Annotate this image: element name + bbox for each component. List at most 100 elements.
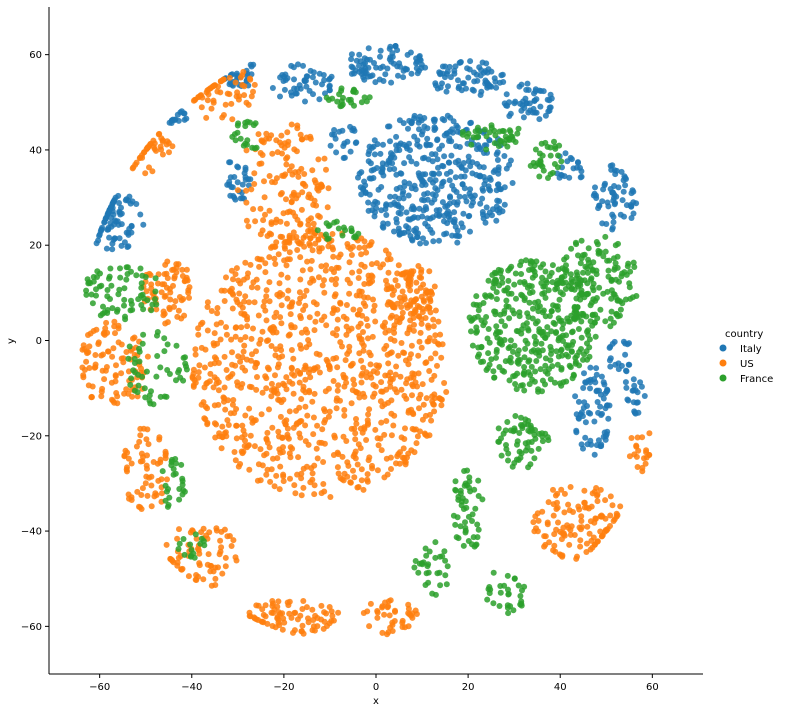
data-point xyxy=(356,51,363,58)
data-point xyxy=(279,435,286,441)
data-point xyxy=(545,175,551,181)
data-point xyxy=(595,409,602,416)
data-point xyxy=(341,412,348,419)
data-point xyxy=(166,149,172,156)
data-point xyxy=(297,295,304,302)
data-point xyxy=(544,370,551,377)
data-point xyxy=(568,245,575,252)
data-point xyxy=(261,194,268,201)
data-point xyxy=(550,319,557,326)
data-point xyxy=(286,331,293,338)
data-point xyxy=(504,419,511,425)
data-point xyxy=(582,419,589,426)
data-point xyxy=(310,69,317,76)
data-point xyxy=(619,197,626,204)
data-point xyxy=(639,464,646,471)
data-point xyxy=(610,518,617,524)
data-point xyxy=(499,274,506,281)
data-point xyxy=(311,390,318,397)
data-point xyxy=(251,181,258,187)
data-point xyxy=(531,98,538,104)
data-point xyxy=(405,228,412,235)
data-point xyxy=(139,485,146,492)
axes xyxy=(48,7,703,675)
data-point xyxy=(483,146,490,153)
data-point xyxy=(605,415,612,422)
data-point xyxy=(196,560,203,567)
data-point xyxy=(248,186,255,193)
data-point xyxy=(281,619,288,626)
data-point xyxy=(291,76,297,83)
data-point xyxy=(428,199,435,206)
data-point xyxy=(123,276,130,283)
data-point xyxy=(248,384,255,391)
data-point xyxy=(98,352,105,359)
data-point xyxy=(228,100,235,107)
data-point xyxy=(318,490,325,497)
data-point xyxy=(580,269,586,276)
data-point xyxy=(473,293,480,300)
data-point xyxy=(455,85,462,92)
data-point xyxy=(137,432,144,439)
data-point xyxy=(179,565,186,572)
data-point xyxy=(161,335,168,342)
data-point xyxy=(269,179,275,185)
data-point xyxy=(417,428,423,435)
data-point xyxy=(334,395,340,402)
data-point xyxy=(454,124,461,131)
data-point xyxy=(511,575,518,582)
data-point xyxy=(496,340,503,346)
data-point xyxy=(319,426,326,433)
data-point xyxy=(514,351,521,358)
data-point xyxy=(411,214,418,221)
data-point xyxy=(566,318,573,325)
data-point xyxy=(624,263,631,270)
data-point xyxy=(539,152,546,159)
data-point xyxy=(112,372,119,379)
data-point xyxy=(247,76,254,83)
data-point xyxy=(516,309,523,316)
data-point xyxy=(279,291,286,298)
data-point xyxy=(290,209,296,216)
data-point xyxy=(542,294,549,301)
data-point xyxy=(518,598,525,605)
data-point xyxy=(441,117,448,124)
data-point xyxy=(234,163,241,170)
data-point xyxy=(282,238,289,245)
data-point xyxy=(483,133,490,140)
data-point xyxy=(492,280,498,287)
data-point xyxy=(633,293,640,299)
data-point xyxy=(524,325,531,332)
data-point xyxy=(160,308,167,315)
data-point xyxy=(280,444,286,451)
data-point xyxy=(136,358,143,365)
data-point xyxy=(481,319,488,326)
data-point xyxy=(309,470,316,477)
data-point xyxy=(214,305,221,311)
data-point xyxy=(356,268,363,275)
data-point xyxy=(478,67,485,74)
data-point xyxy=(498,186,504,193)
data-point xyxy=(93,326,100,333)
data-point xyxy=(492,78,499,85)
data-point xyxy=(298,206,305,213)
data-point xyxy=(356,333,363,339)
data-point xyxy=(420,401,427,408)
data-point xyxy=(283,262,290,269)
data-point xyxy=(551,138,557,145)
data-point xyxy=(278,302,285,309)
data-point xyxy=(172,298,179,305)
data-point xyxy=(311,491,318,498)
data-point xyxy=(436,170,443,177)
data-point xyxy=(568,280,575,287)
data-point xyxy=(137,211,144,218)
data-point xyxy=(278,399,285,406)
data-point xyxy=(485,277,492,284)
data-point xyxy=(384,65,391,72)
data-point xyxy=(251,443,258,450)
data-point xyxy=(426,335,433,341)
data-point xyxy=(462,527,469,534)
data-point xyxy=(230,291,237,298)
data-point xyxy=(299,606,306,612)
data-point xyxy=(117,274,124,281)
